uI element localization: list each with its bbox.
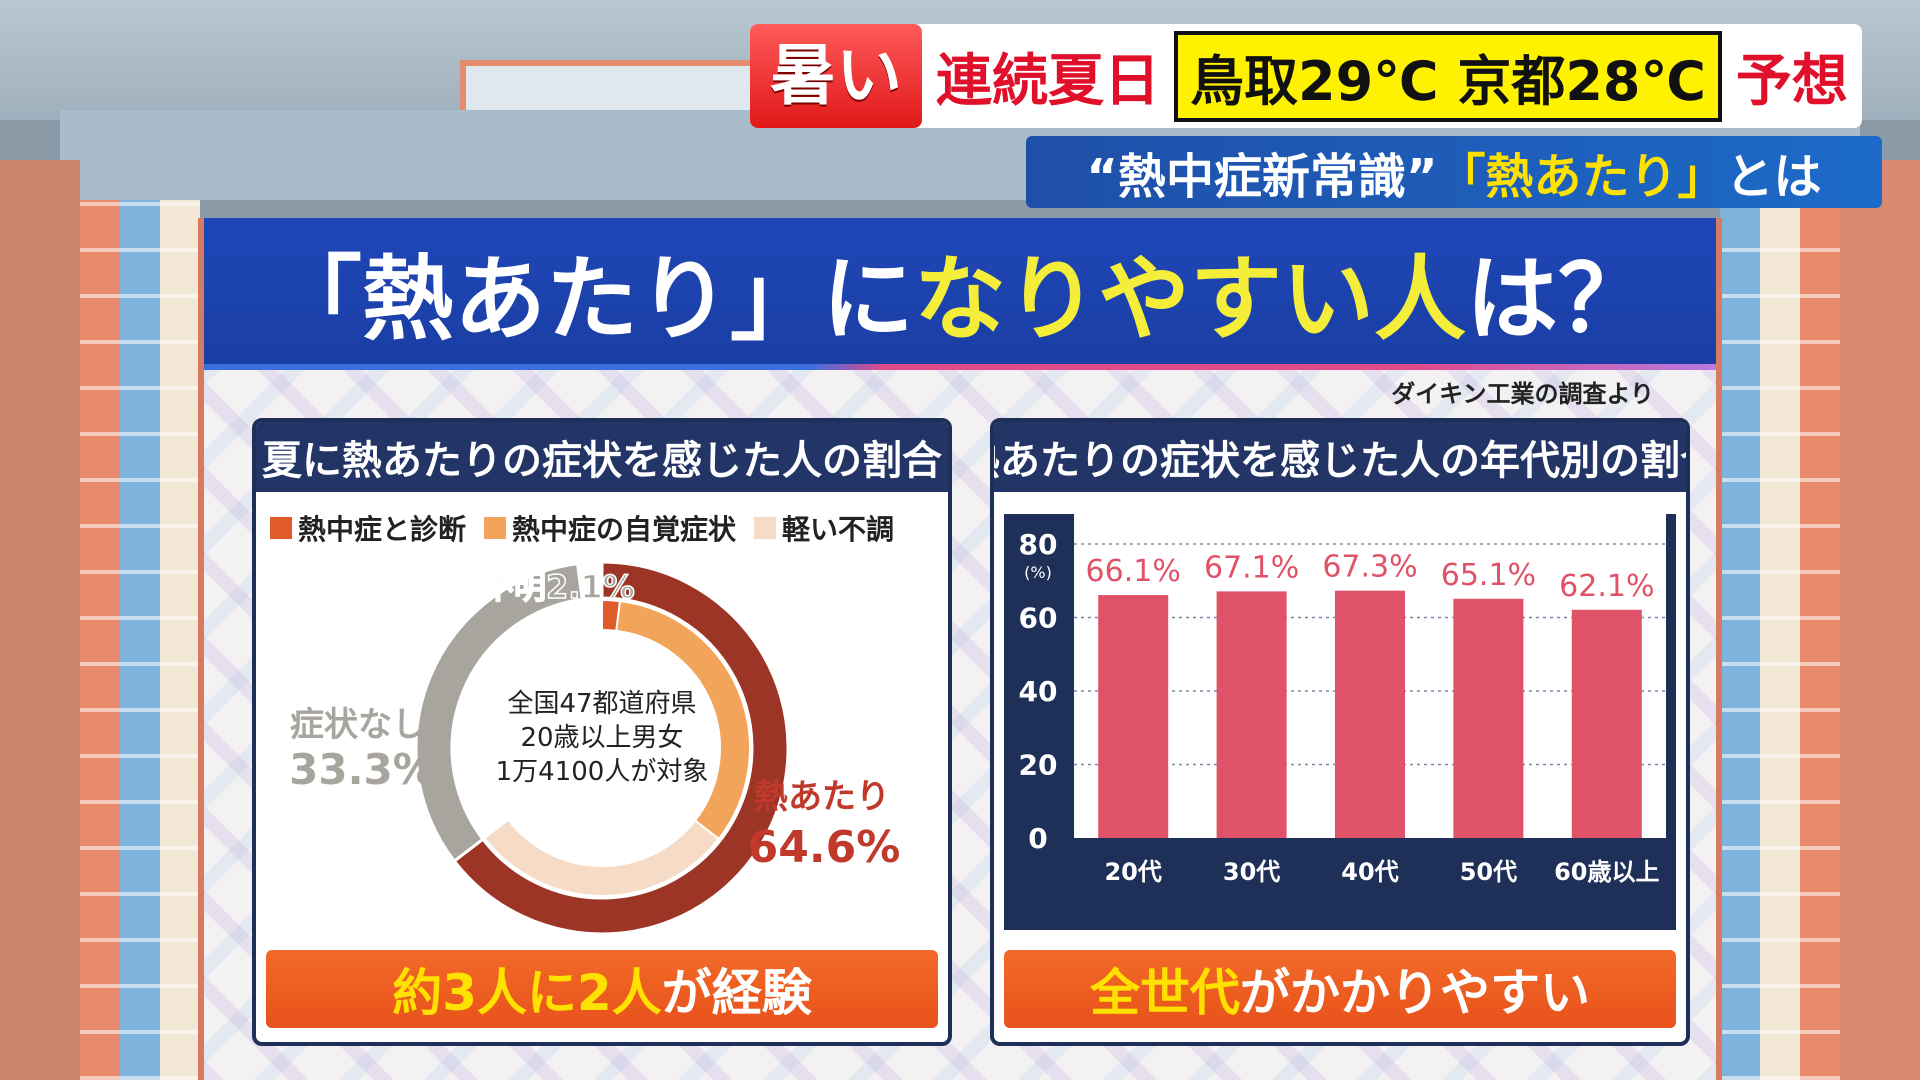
bar-value-label: 65.1% (1441, 558, 1536, 593)
info-board: 「熱あたり」に なりやすい人 は？ ダイキン工業の調査より 夏に熱あたりの症状を… (198, 218, 1722, 1080)
studio-pillar-left (0, 160, 80, 1080)
bar (1098, 595, 1169, 838)
y-tick-label: 60 (1019, 602, 1058, 635)
studio-pillar-right (1840, 160, 1920, 1080)
legend-label: 軽い不調 (782, 513, 895, 546)
board-title-part1: 「熱あたり」に (269, 245, 914, 353)
legend-swatch (270, 517, 292, 539)
legend-label: 熱中症と診断 (298, 513, 467, 546)
topic-suffix: とは (1725, 149, 1822, 205)
donut-outer-slice (452, 560, 790, 936)
x-tick-label: 50代 (1460, 858, 1517, 886)
y-tick-label: 20 (1019, 749, 1058, 782)
no-symptom-label: 症状なし (290, 705, 426, 745)
bar-summary-text: がかかりやすい (1240, 964, 1590, 1022)
legend-item: 熱中症の自覚症状 (484, 508, 736, 548)
topic-caption: “熱中症新常識” 「熱あたり」 とは (1026, 136, 1882, 208)
bar-chart: 0 20 40 60 80 (%) 66.1% 20代 67.1% 30代 67.3% 40代 65.1… (1019, 514, 1666, 886)
brick-wall-left (80, 200, 200, 1080)
heat-label: 熱あたり (754, 777, 890, 817)
board-title: 「熱あたり」に なりやすい人 は？ (204, 218, 1716, 364)
forecast-label: 予想 (1735, 48, 1848, 114)
headline-caption: 暑い 連続夏日 鳥取29℃ 京都28℃ 予想 (750, 24, 1862, 128)
y-tick-label: 0 (1028, 822, 1047, 855)
donut-summary-text: が経験 (661, 964, 812, 1022)
board-title-part2: は？ (1466, 245, 1651, 353)
bar-chart-frame: 0 20 40 60 80 (%) 66.1% 20代 67.1% 30代 67.3% 40代 65.1… (1004, 514, 1676, 930)
bar-value-label: 66.1% (1086, 554, 1181, 589)
donut-panel: 夏に熱あたりの症状を感じた人の割合 熱中症と診断 熱中症の自覚症状 軽い不調 全… (252, 418, 952, 1046)
legend-item: 熱中症と診断 (270, 508, 466, 548)
y-tick-label: 40 (1019, 675, 1058, 708)
bar-summary-highlight: 全世代 (1090, 964, 1240, 1022)
x-tick-label: 60歳以上 (1554, 858, 1659, 886)
bar-value-label: 67.3% (1322, 550, 1417, 585)
donut-chart: 全国47都道府県 20歳以上男女 1万4100人が対象 不明2.1% 症状なし … (289, 560, 901, 936)
legend-label: 熱中症の自覚症状 (512, 513, 737, 546)
donut-inner-slice (483, 818, 721, 897)
donut-outer-slice (575, 560, 604, 601)
donut-legend: 熱中症と診断 熱中症の自覚症状 軽い不調 (270, 508, 938, 548)
unknown-label: 不明2.1% (482, 568, 635, 606)
donut-summary: 約3人に2人 が経験 (266, 950, 938, 1028)
temperature-forecast: 鳥取29℃ 京都28℃ (1174, 30, 1722, 122)
donut-summary-highlight: 約3人に2人 (392, 964, 662, 1022)
center-note-line1: 全国47都道府県 (507, 689, 696, 719)
y-tick-label: 80 (1019, 528, 1058, 561)
bar (1216, 591, 1287, 838)
bar-panel-title: 熱あたりの症状を感じた人の年代別の割合 (994, 422, 1686, 492)
legend-swatch (754, 517, 777, 539)
no-symptom-value: 33.3% (289, 745, 435, 794)
bar-summary: 全世代 がかかりやすい (1004, 950, 1676, 1028)
topic-keyword: 「熱あたり」 (1437, 149, 1726, 205)
bar (1453, 598, 1524, 838)
hot-badge: 暑い (750, 24, 922, 128)
title-underline (204, 364, 1716, 370)
x-tick-label: 20代 (1104, 858, 1161, 886)
y-unit-label: (%) (1024, 563, 1052, 582)
bar (1335, 590, 1405, 838)
streak-label: 連続夏日 (936, 48, 1160, 114)
heat-value: 64.6% (748, 822, 901, 873)
bar-value-label: 62.1% (1559, 569, 1654, 604)
topic-prefix: “熱中症新常識” (1086, 149, 1438, 205)
bar-panel: 熱あたりの症状を感じた人の年代別の割合 0 20 40 60 80 (%) 66.1% 20代… (990, 418, 1690, 1046)
legend-swatch (484, 517, 507, 539)
legend-item: 軽い不調 (754, 508, 894, 548)
bar (1571, 609, 1642, 838)
board-title-highlight: なりやすい人 (913, 245, 1466, 353)
center-note-line3: 1万4100人が対象 (496, 757, 709, 787)
center-note-line2: 20歳以上男女 (520, 723, 683, 753)
source-note: ダイキン工業の調査より (1391, 380, 1654, 408)
x-tick-label: 40代 (1341, 858, 1398, 886)
donut-panel-title: 夏に熱あたりの症状を感じた人の割合 (256, 422, 948, 492)
brick-wall-right (1720, 200, 1840, 1080)
bar-value-label: 67.1% (1204, 550, 1299, 585)
x-tick-label: 30代 (1223, 858, 1280, 886)
